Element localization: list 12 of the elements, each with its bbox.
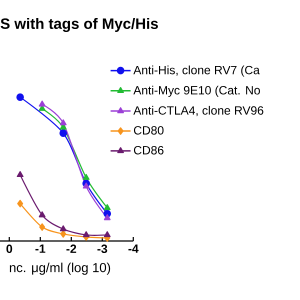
x-axis-title: nc. μg/ml (log 10) bbox=[10, 262, 110, 275]
legend-label: Anti-CTLA4, clone RV96 bbox=[133, 106, 264, 116]
x-tick-label: -1 bbox=[35, 244, 46, 253]
legend-label: Anti-His, clone RV7 (Ca bbox=[133, 66, 260, 77]
x-tick-label: -2 bbox=[66, 244, 76, 253]
legend-label: CD86 bbox=[134, 146, 164, 154]
legend-label: CD80 bbox=[134, 126, 164, 135]
chart-title: S with tags of Myc/His bbox=[0, 18, 158, 32]
legend-label: Anti-Myc 9E10 (Cat. No bbox=[133, 86, 260, 97]
x-tick-label: -3 bbox=[97, 244, 108, 254]
x-tick-label: -4 bbox=[128, 244, 139, 253]
x-tick-label: 0 bbox=[6, 244, 12, 254]
